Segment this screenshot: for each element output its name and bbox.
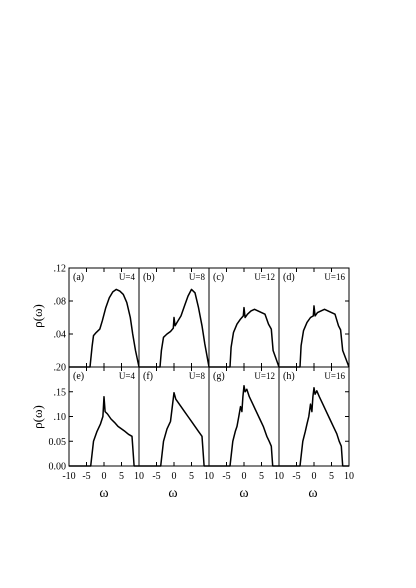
- y-tick-label: .20: [54, 363, 67, 374]
- spectral-curve: [69, 288, 140, 368]
- spectral-curve: [209, 306, 280, 368]
- panel-tag: (b): [143, 272, 155, 283]
- y-tick-label: .15: [54, 387, 67, 398]
- panel-tag: (d): [283, 272, 295, 283]
- x-tick-label: 0: [172, 471, 177, 482]
- x-tick-label: -10: [62, 471, 75, 482]
- panel-tag: (a): [73, 272, 84, 283]
- panel-tag: (c): [213, 272, 224, 283]
- panel-u-label: U=16: [324, 371, 345, 381]
- panel-tag: (e): [73, 371, 84, 382]
- panel-u-label: U=4: [119, 272, 136, 282]
- x-tick-label: 5: [189, 471, 194, 482]
- panel-tag: (f): [143, 371, 153, 382]
- panel-u-label: U=12: [254, 371, 275, 381]
- y-axis-label-top: ρ(ω): [30, 304, 45, 328]
- spectral-curve: [69, 395, 139, 467]
- y-axis-label-bottom: ρ(ω): [30, 405, 45, 429]
- y-tick-label: 0.00: [49, 462, 67, 473]
- spectral-curve: [139, 288, 210, 368]
- x-tick-label: -5: [222, 471, 230, 482]
- panel-u-label: U=12: [254, 272, 275, 282]
- x-tick-label: 10: [344, 471, 354, 482]
- x-tick-label: 10: [134, 471, 144, 482]
- x-tick-label: 0: [242, 471, 247, 482]
- spectral-curve: [279, 387, 349, 467]
- x-axis-label-4: ω: [308, 486, 317, 501]
- x-tick-label: 10: [274, 471, 284, 482]
- x-tick-label: -5: [152, 471, 160, 482]
- x-tick-label: -5: [292, 471, 300, 482]
- x-axis-label-1: ω: [99, 486, 108, 501]
- x-tick-label: 10: [204, 471, 214, 482]
- x-axis-label-2: ω: [168, 486, 177, 501]
- y-tick-label: .10: [54, 412, 67, 423]
- y-tick-label: .08: [54, 297, 67, 308]
- y-tick-label: .04: [54, 330, 67, 341]
- panel-tag: (h): [283, 371, 295, 382]
- y-tick-label: .12: [54, 264, 67, 275]
- x-axis-label-3: ω: [239, 486, 248, 501]
- panel-grid: (a) U=4 (b) U=8 (c) U=12 (d) U=16 .12 .08 .04 .20 (e…: [49, 264, 355, 483]
- panel-u-label: U=4: [119, 371, 136, 381]
- spectral-curve: [209, 385, 279, 467]
- x-tick-label: 0: [312, 471, 317, 482]
- x-tick-label: 0: [102, 471, 107, 482]
- x-tick-label: 5: [329, 471, 334, 482]
- panel-u-label: U=16: [324, 272, 345, 282]
- x-tick-label: -5: [82, 471, 90, 482]
- spectral-curve: [139, 391, 209, 467]
- y-tick-label: 0.05: [49, 437, 67, 448]
- panel-u-label: U=8: [189, 272, 206, 282]
- x-tick-label: 5: [259, 471, 264, 482]
- spectral-curve: [279, 305, 350, 368]
- x-tick-label: 5: [119, 471, 124, 482]
- panel-u-label: U=8: [189, 371, 206, 381]
- panel-tag: (g): [213, 371, 225, 382]
